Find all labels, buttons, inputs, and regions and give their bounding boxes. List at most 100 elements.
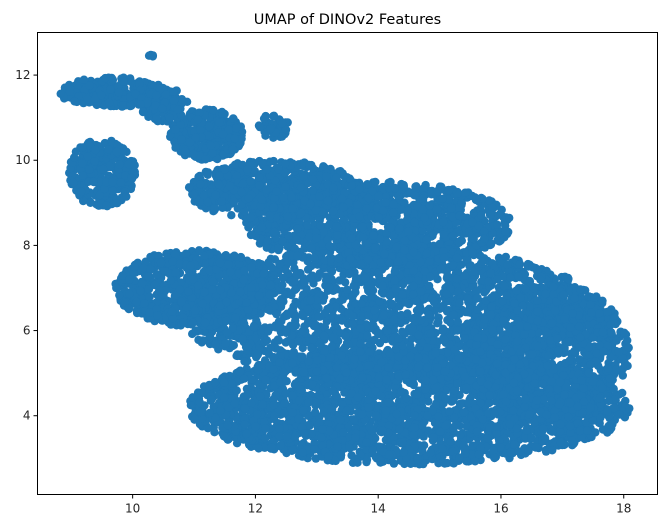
scatter-point <box>243 342 253 351</box>
scatter-point <box>362 438 371 447</box>
scatter-point <box>448 261 458 270</box>
scatter-point <box>604 396 613 406</box>
scatter-point <box>402 393 411 403</box>
scatter-point <box>414 362 423 372</box>
scatter-point <box>474 450 484 459</box>
scatter-point <box>472 427 482 436</box>
scatter-point <box>307 429 316 438</box>
scatter-point <box>320 346 329 355</box>
scatter-point <box>463 294 472 303</box>
scatter-point <box>298 327 307 336</box>
scatter-point <box>263 327 273 336</box>
scatter-point <box>446 437 455 446</box>
scatter-point <box>300 429 309 438</box>
scatter-point <box>453 326 462 335</box>
scatter-point <box>615 410 624 419</box>
scatter-point <box>409 281 418 291</box>
scatter-point <box>221 339 230 348</box>
scatter-point <box>292 270 301 279</box>
scatter-point <box>454 354 464 363</box>
scatter-point <box>445 407 454 416</box>
scatter-point <box>243 390 253 399</box>
scatter-point <box>232 351 241 360</box>
scatter-point <box>505 420 514 429</box>
scatter-point <box>239 374 249 383</box>
scatter-point <box>332 285 341 294</box>
scatter-point <box>421 376 430 385</box>
scatter-point <box>279 409 289 418</box>
scatter-point <box>423 363 432 373</box>
scatter-point <box>387 299 397 309</box>
scatter-point <box>327 342 337 351</box>
scatter-point <box>368 446 378 455</box>
scatter-point <box>423 343 432 352</box>
scatter-point <box>522 426 531 435</box>
scatter-point <box>216 406 225 415</box>
scatter-point <box>326 353 335 362</box>
scatter-point <box>345 443 354 452</box>
scatter-point <box>413 353 423 362</box>
scatter-point <box>255 392 265 401</box>
scatter-point <box>487 293 496 302</box>
scatter-point <box>378 426 387 435</box>
scatter-point <box>310 445 319 454</box>
scatter-point <box>426 329 436 338</box>
scatter-point <box>423 411 432 420</box>
scatter-point <box>406 351 415 361</box>
scatter-point <box>478 415 488 424</box>
scatter-point <box>429 433 438 442</box>
scatter-point <box>565 422 575 431</box>
scatter-point <box>463 308 472 317</box>
scatter-point <box>297 353 306 362</box>
scatter-point <box>351 433 360 442</box>
scatter-point <box>306 295 315 305</box>
scatter-point <box>382 375 391 384</box>
scatter-point <box>352 274 361 283</box>
scatter-point <box>299 406 308 415</box>
scatter-point <box>426 448 435 457</box>
scatter-point <box>240 357 249 366</box>
scatter-point <box>337 351 346 360</box>
scatter-point <box>322 275 332 284</box>
scatter-point <box>406 341 415 350</box>
scatter-point <box>312 398 321 407</box>
scatter-point <box>311 408 320 417</box>
scatter-point <box>418 421 427 430</box>
scatter-point <box>353 393 363 402</box>
scatter-point <box>336 415 345 425</box>
scatter-point <box>290 285 300 295</box>
scatter-point <box>198 336 208 345</box>
scatter-point <box>468 275 478 284</box>
scatter-point <box>306 273 315 283</box>
scatter-point <box>282 432 292 441</box>
scatter-point <box>266 343 275 353</box>
scatter-point <box>336 450 346 460</box>
scatter-point <box>260 434 270 443</box>
scatter-point <box>514 272 523 281</box>
scatter-point <box>364 361 373 370</box>
scatter-point <box>378 281 387 291</box>
scatter-point <box>338 428 348 437</box>
scatter-point <box>376 391 386 401</box>
scatter-point <box>348 292 357 302</box>
scatter-point <box>275 259 284 269</box>
scatter-point <box>486 268 495 278</box>
scatter-point <box>275 358 284 367</box>
scatter-point <box>536 275 545 284</box>
scatter-point <box>455 430 465 439</box>
scatter-point <box>370 335 379 345</box>
scatter-point <box>548 446 557 455</box>
scatter-point <box>460 271 470 280</box>
scatter-point <box>501 252 510 262</box>
scatter-point <box>332 363 342 372</box>
scatter-point <box>334 314 343 323</box>
scatter-point <box>270 411 279 421</box>
scatter-point <box>308 380 317 389</box>
scatter-point <box>433 412 443 421</box>
scatter-point <box>304 357 313 366</box>
scatter-point <box>289 322 298 332</box>
scatter-point <box>567 436 577 445</box>
scatter-point <box>288 408 297 417</box>
scatter-point <box>410 316 420 326</box>
scatter-point <box>299 368 309 377</box>
